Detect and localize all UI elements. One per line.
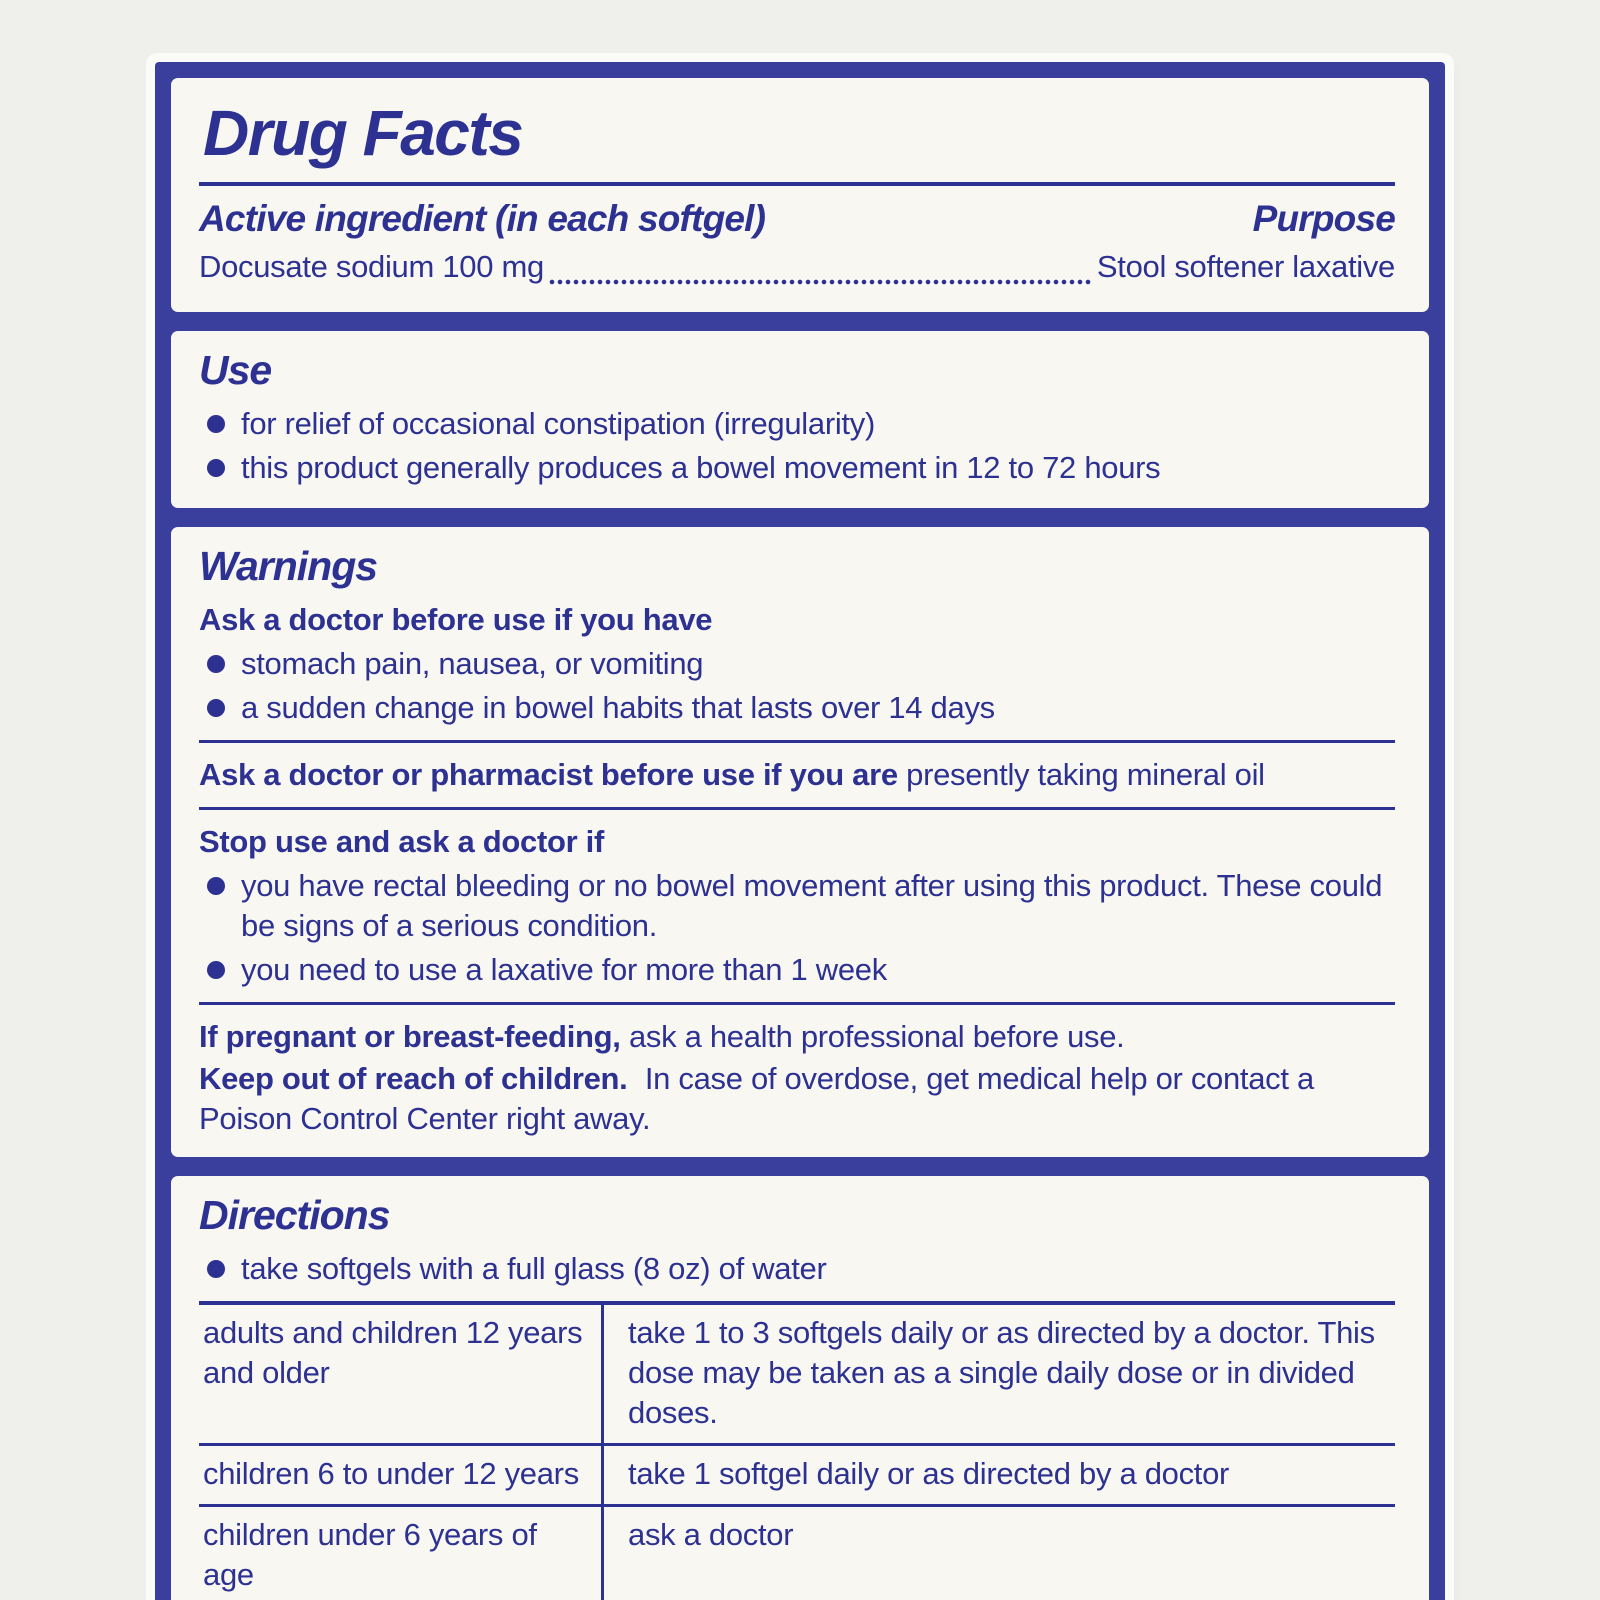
drug-facts-label: Drug Facts Active ingredient (in each so… <box>155 62 1445 1600</box>
dosage-dose-cell: ask a doctor <box>601 1507 1395 1600</box>
bullet-dot-icon <box>207 415 225 433</box>
section-use: Use for relief of occasional constipatio… <box>171 331 1429 508</box>
bullet-dot-icon <box>207 655 225 673</box>
stop-use-subheading: Stop use and ask a doctor if <box>199 824 605 859</box>
dosage-age-cell: children under 6 years of age <box>203 1517 537 1592</box>
warnings-divider <box>199 807 1395 810</box>
active-ingredient-heading: Active ingredient (in each softgel) <box>199 198 766 239</box>
bullet-dot-icon <box>207 1260 225 1278</box>
dosage-dose-cell: take 1 softgel daily or as directed by a… <box>601 1446 1395 1504</box>
section-warnings: Warnings Ask a doctor before use if you … <box>171 527 1429 1157</box>
warnings-divider <box>199 1002 1395 1005</box>
section-header: Drug Facts Active ingredient (in each so… <box>171 78 1429 312</box>
warnings-bullet-item: you have rectal bleeding or no bowel mov… <box>199 866 1395 946</box>
directions-bullet-text: take softgels with a full glass (8 oz) o… <box>241 1251 827 1286</box>
ask-doctor-subheading: Ask a doctor before use if you have <box>199 602 713 637</box>
ingredient-purpose-row: Docusate sodium 100 mg Stool softener la… <box>199 248 1395 296</box>
pregnant-rest: ask a health professional before use. <box>628 1019 1125 1054</box>
ingredient-name: Docusate sodium 100 mg <box>199 249 544 284</box>
ask-doctor-pharmacist-rest: presently taking mineral oil <box>906 757 1265 792</box>
warnings-bullet-text: a sudden change in bowel habits that las… <box>241 690 995 725</box>
drug-facts-title: Drug Facts <box>203 97 524 169</box>
warnings-divider <box>199 740 1395 743</box>
directions-bullet-item: take softgels with a full glass (8 oz) o… <box>199 1249 1395 1289</box>
use-bullet-text: this product generally produces a bowel … <box>241 450 1161 485</box>
warnings-bullet-text: you need to use a laxative for more than… <box>241 952 887 987</box>
warnings-bullet-text: you have rectal bleeding or no bowel mov… <box>241 868 1383 943</box>
use-bullet-text: for relief of occasional constipation (i… <box>241 406 875 441</box>
dosage-table-row: children 6 to under 12 years take 1 soft… <box>199 1443 1395 1504</box>
dosage-table-row: adults and children 12 years and older t… <box>199 1305 1395 1443</box>
dot-leader <box>547 256 1093 286</box>
use-heading: Use <box>199 347 272 393</box>
warnings-bullet-text: stomach pain, nausea, or vomiting <box>241 646 704 681</box>
pregnant-lead: If pregnant or breast-feeding, <box>199 1019 621 1054</box>
pregnant-line: If pregnant or breast-feeding, ask a hea… <box>199 1017 1395 1057</box>
ask-doctor-pharmacist-line: Ask a doctor or pharmacist before use if… <box>199 755 1395 795</box>
bullet-dot-icon <box>207 961 225 979</box>
use-bullet-item: for relief of occasional constipation (i… <box>199 404 1395 444</box>
bullet-dot-icon <box>207 877 225 895</box>
dosage-age-cell: adults and children 12 years and older <box>203 1315 583 1390</box>
dosage-table: adults and children 12 years and older t… <box>199 1301 1395 1600</box>
keep-out-lead: Keep out of reach of children. <box>199 1061 628 1096</box>
purpose-heading: Purpose <box>1252 198 1396 239</box>
active-ingredient-header-row: Active ingredient (in each softgel) Purp… <box>199 198 1396 240</box>
warnings-heading: Warnings <box>199 543 378 589</box>
title-divider <box>199 182 1395 186</box>
bullet-dot-icon <box>207 699 225 717</box>
directions-heading: Directions <box>199 1192 391 1238</box>
ask-doctor-pharmacist-lead: Ask a doctor or pharmacist before use if… <box>199 757 898 792</box>
use-bullet-item: this product generally produces a bowel … <box>199 448 1395 488</box>
warnings-bullet-item: you need to use a laxative for more than… <box>199 950 1395 990</box>
bullet-dot-icon <box>207 459 225 477</box>
keep-out-line: Keep out of reach of children. In case o… <box>199 1059 1395 1139</box>
purpose-value: Stool softener laxative <box>1096 249 1395 284</box>
warnings-bullet-item: a sudden change in bowel habits that las… <box>199 688 1395 728</box>
warnings-bullet-item: stomach pain, nausea, or vomiting <box>199 644 1395 684</box>
dosage-dose-cell: take 1 to 3 softgels daily or as directe… <box>601 1305 1395 1443</box>
dosage-table-row: children under 6 years of age ask a doct… <box>199 1504 1395 1600</box>
dosage-age-cell: children 6 to under 12 years <box>203 1456 579 1491</box>
keep-out-rest: In case of overdose, get medical help or… <box>199 1061 1314 1136</box>
section-directions: Directions take softgels with a full gla… <box>171 1176 1429 1600</box>
